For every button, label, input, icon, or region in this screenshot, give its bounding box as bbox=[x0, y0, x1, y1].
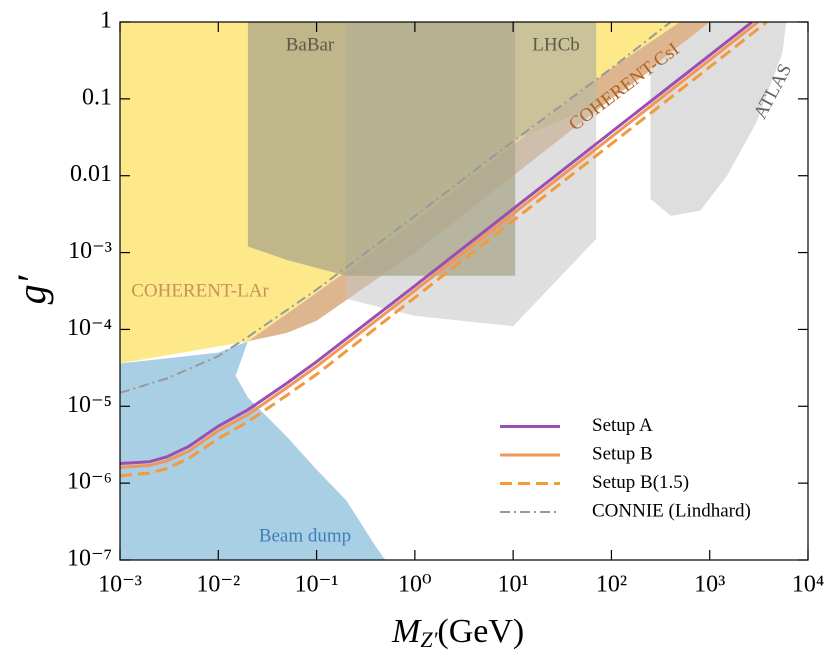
x-tick-label: 10² bbox=[596, 572, 627, 598]
x-tick-label: 10⁻² bbox=[196, 572, 240, 598]
region-label: BaBar bbox=[286, 34, 335, 55]
series-line bbox=[120, 22, 754, 465]
y-tick-label: 10⁻⁵ bbox=[67, 392, 112, 418]
region-label: LHCb bbox=[532, 34, 580, 55]
y-tick-label: 0.1 bbox=[82, 84, 112, 110]
y-tick-label: 10⁻⁷ bbox=[67, 546, 112, 572]
x-tick-label: 10⁴ bbox=[792, 572, 824, 598]
y-tick-label: 10⁻³ bbox=[68, 238, 112, 264]
plot-frame bbox=[119, 21, 809, 561]
legend-label: Setup B(1.5) bbox=[592, 472, 689, 493]
x-label-subscript: Z′ bbox=[420, 627, 438, 652]
x-tick-label: 10³ bbox=[694, 572, 725, 598]
legend-label: Setup A bbox=[592, 415, 653, 436]
x-axis-label: MZ′(GeV) bbox=[391, 613, 524, 652]
x-tick-label: 10⁻³ bbox=[98, 572, 142, 598]
y-tick-label: 10⁻⁴ bbox=[67, 315, 112, 341]
x-tick-label: 10⁻¹ bbox=[295, 572, 339, 598]
region-label: Beam dump bbox=[259, 525, 351, 546]
regions bbox=[120, 22, 787, 560]
region-label: COHERENT-LAr bbox=[131, 280, 269, 301]
y-tick-label: 10⁻⁶ bbox=[67, 469, 112, 495]
exclusion-region bbox=[650, 22, 787, 216]
y-tick-label: 1 bbox=[100, 8, 112, 34]
exclusion-region bbox=[120, 341, 386, 560]
x-tick-label: 10⁰ bbox=[398, 572, 432, 598]
y-tick-label: 0.01 bbox=[70, 161, 112, 187]
legend-label: CONNIE (Lindhard) bbox=[592, 500, 751, 521]
exclusion-region bbox=[247, 22, 516, 276]
series-line bbox=[120, 22, 768, 478]
y-axis-label: g′ bbox=[9, 274, 54, 304]
legend-label: Setup B bbox=[592, 443, 653, 464]
x-label-symbol: M bbox=[391, 613, 422, 650]
series-line bbox=[120, 22, 759, 469]
axes: 10⁻³ 10⁻² 10⁻¹ 10⁰ 10¹ 10² 10³ 10⁴ 10⁻⁷ 10⁻⁶ 10⁻⁵ 1… bbox=[67, 8, 824, 598]
lines bbox=[120, 22, 768, 478]
x-tick-label: 10¹ bbox=[498, 572, 529, 598]
series-line bbox=[120, 22, 672, 394]
exclusion-region bbox=[515, 22, 597, 139]
x-label-unit: (GeV) bbox=[437, 613, 524, 650]
